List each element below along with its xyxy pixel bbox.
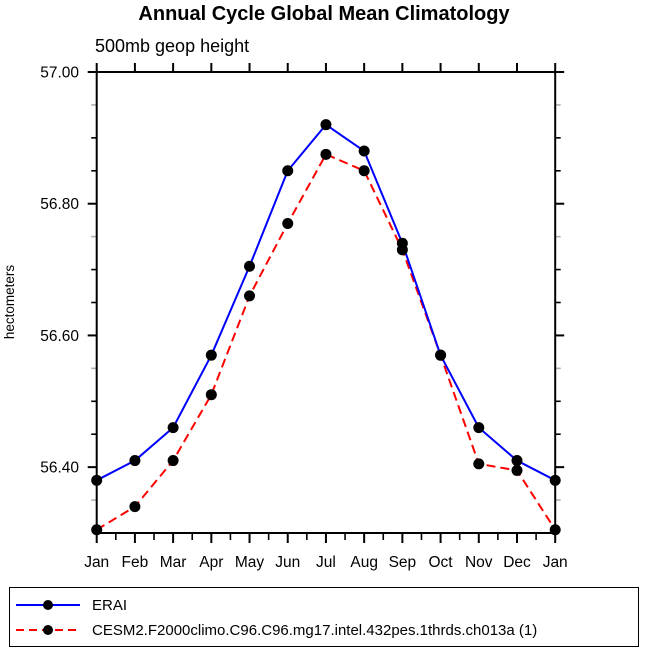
erai-line <box>96 123 556 482</box>
x-tick-label: May <box>235 554 265 571</box>
data-point-marker <box>473 458 485 470</box>
y-tick-label: 56.60 <box>40 328 79 345</box>
data-point-marker <box>435 349 447 361</box>
y-axis-label: hectometers <box>2 265 17 340</box>
legend-entry-erai: ERAI <box>13 594 127 616</box>
data-point-marker <box>244 290 256 302</box>
plot-frame <box>95 71 557 534</box>
x-tick-label: Mar <box>160 554 187 571</box>
data-point-marker <box>244 260 256 272</box>
y-tick-label: 57.00 <box>40 65 79 82</box>
legend-line-sample-cesm2 <box>16 625 80 635</box>
data-point-marker <box>205 389 217 401</box>
data-point-marker <box>282 217 294 229</box>
chart-title: Annual Cycle Global Mean Climatology <box>138 3 510 25</box>
data-point-marker <box>129 501 141 513</box>
data-point-marker <box>282 165 294 177</box>
data-point-marker <box>511 464 523 476</box>
y-tick-label: 56.40 <box>40 460 79 477</box>
data-point-marker <box>167 422 179 434</box>
legend-marker-cesm2-icon <box>43 625 53 635</box>
x-tick-label: Oct <box>429 554 454 571</box>
legend-line-sample-erai <box>16 600 80 610</box>
x-tick-label: Jan <box>84 554 109 571</box>
legend-label-cesm2: CESM2.F2000climo.C96.C96.mg17.intel.432p… <box>92 621 538 639</box>
data-point-marker <box>129 455 141 467</box>
legend: ERAI CESM2.F2000climo.C96.C96.mg17.intel… <box>9 587 639 647</box>
x-tick-label: Jan <box>543 554 568 571</box>
x-tick-label: Jul <box>316 554 336 571</box>
data-point-marker <box>320 119 332 131</box>
data-point-marker <box>549 474 561 486</box>
legend-entry-cesm2: CESM2.F2000climo.C96.C96.mg17.intel.432p… <box>13 619 537 641</box>
x-tick-label: Aug <box>350 554 378 571</box>
data-point-marker <box>358 165 370 177</box>
data-point-marker <box>320 148 332 160</box>
legend-label-erai: ERAI <box>92 596 128 614</box>
chart-subtitle: 500mb geop height <box>95 36 250 56</box>
x-tick-label: Nov <box>465 554 493 571</box>
data-point-marker <box>167 455 179 467</box>
data-point-marker <box>91 474 103 486</box>
y-tick-label: 56.80 <box>40 196 79 213</box>
legend-marker-erai-icon <box>43 600 53 610</box>
cesm2-line <box>96 153 557 531</box>
x-tick-label: Sep <box>389 554 417 571</box>
plot-area: 56.40 56.60 56.80 57.00 Jan Feb Mar Apr May Jun Ju… <box>2 63 568 571</box>
x-tick-label: Dec <box>503 554 531 571</box>
x-tick-label: Apr <box>199 554 223 571</box>
x-tick-label: Jun <box>275 554 300 571</box>
data-point-marker <box>549 524 561 536</box>
data-point-marker <box>473 422 485 434</box>
data-point-marker <box>396 244 408 256</box>
x-tick-label: Feb <box>122 554 149 571</box>
data-point-marker <box>511 455 523 467</box>
data-point-marker <box>358 145 370 157</box>
data-point-marker <box>91 524 103 536</box>
data-point-marker <box>205 349 217 361</box>
